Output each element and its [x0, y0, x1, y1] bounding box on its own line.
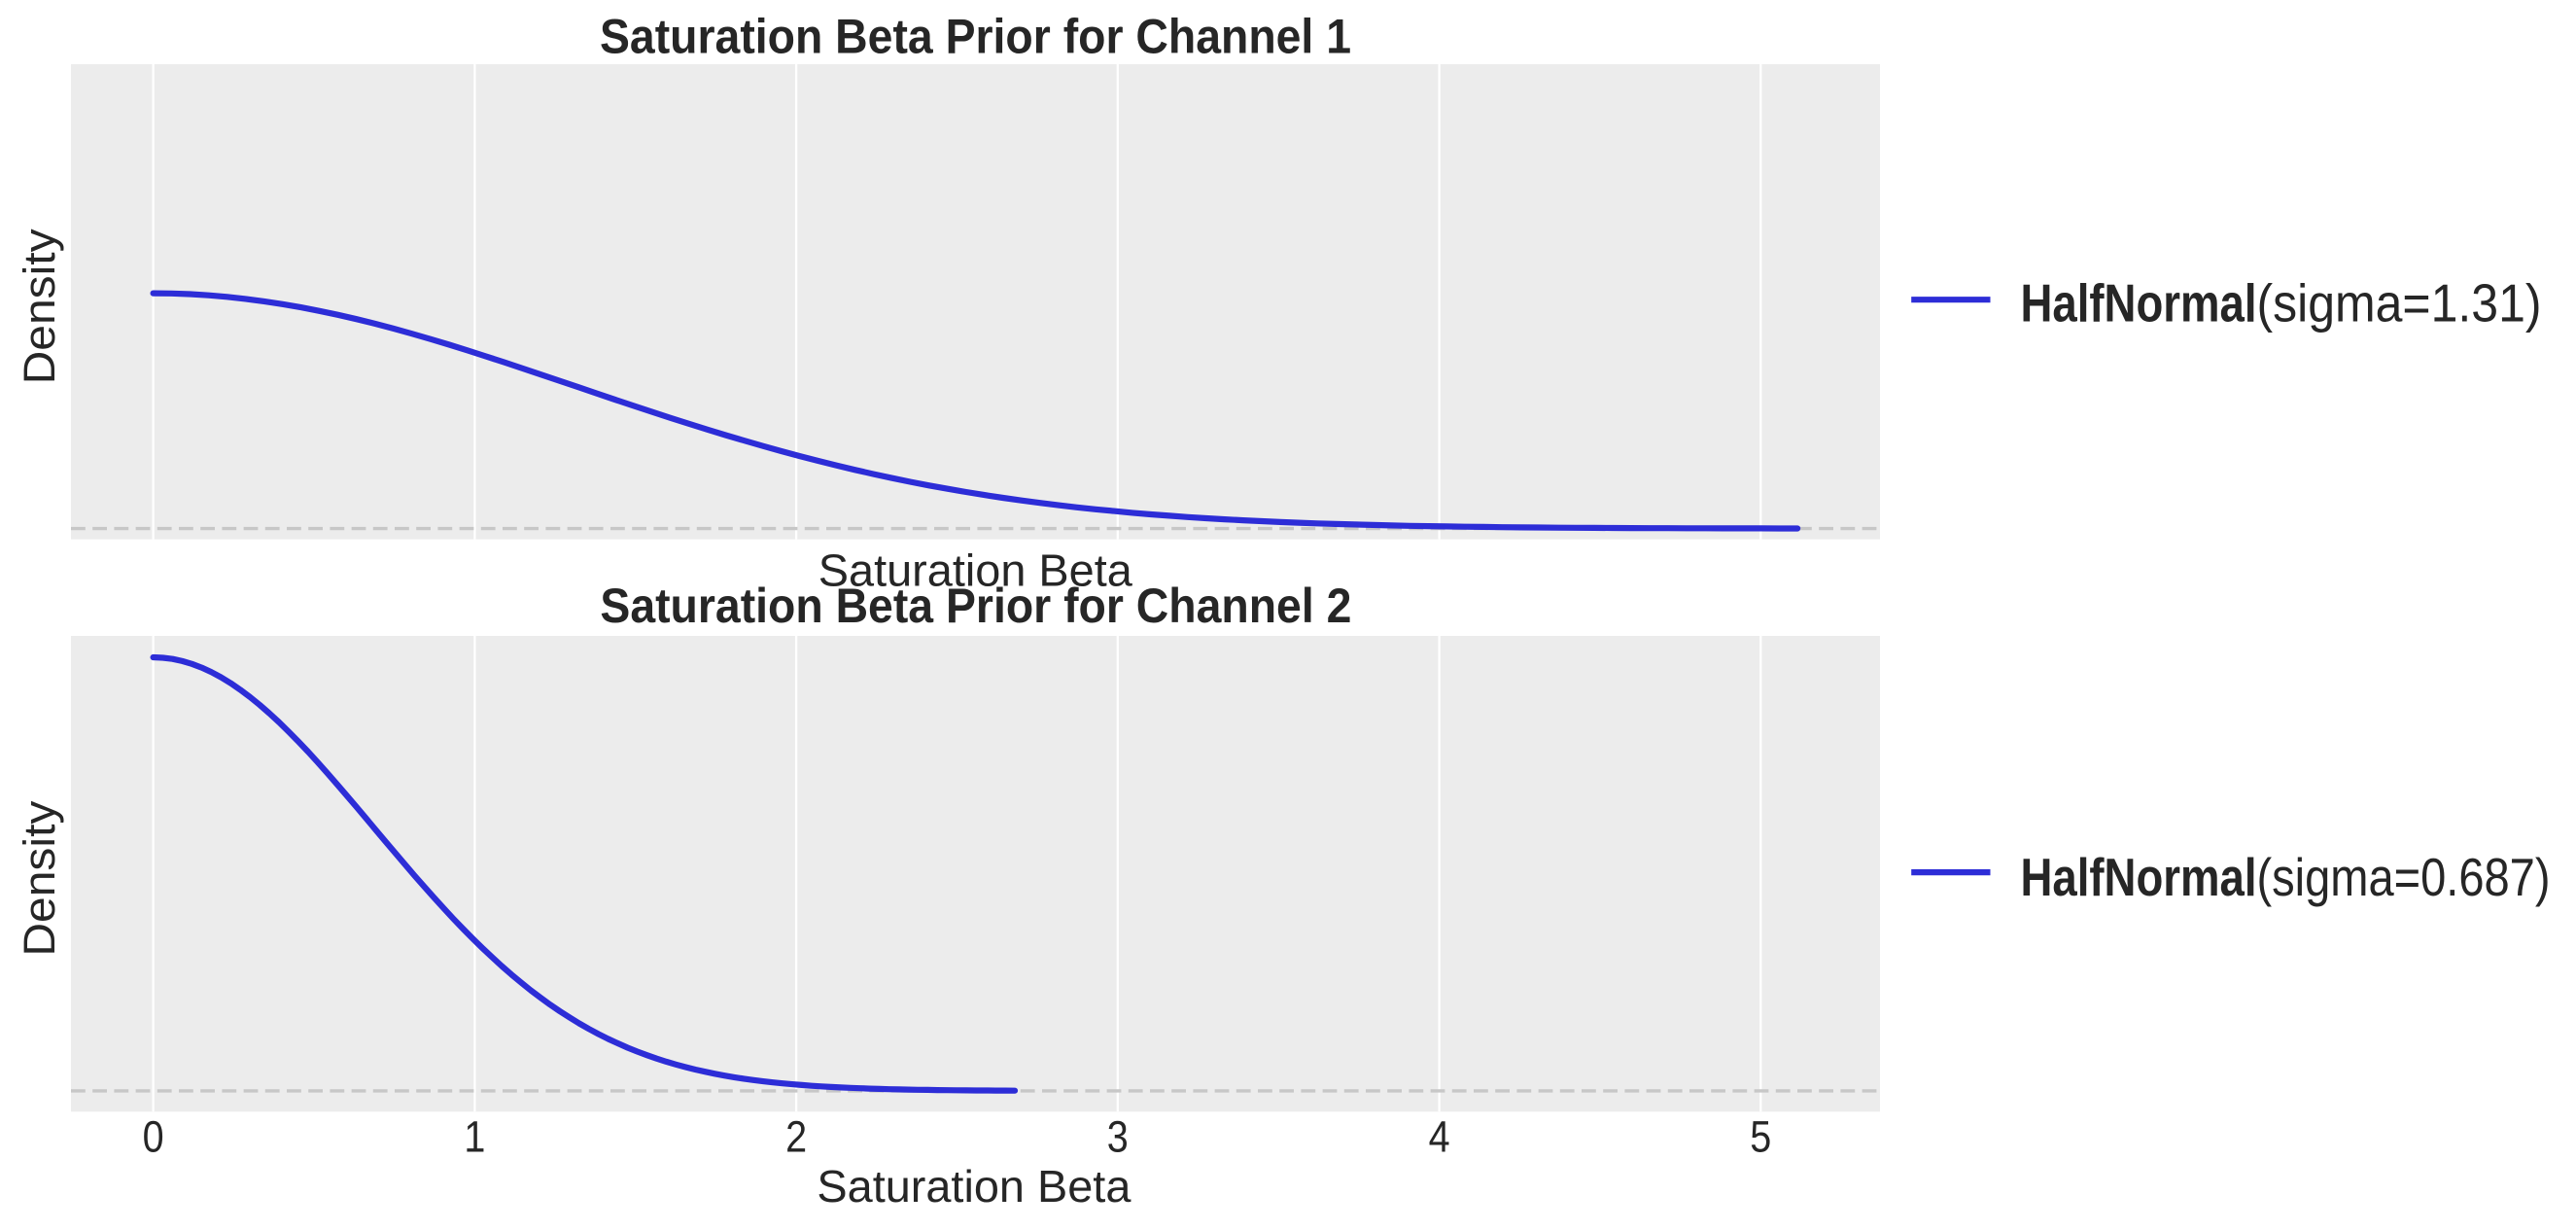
svg-text:Saturation Beta: Saturation Beta [817, 1161, 1131, 1212]
svg-text:(sigma=0.687): (sigma=0.687) [2257, 848, 2551, 907]
svg-text:Saturation Beta Prior for Chan: Saturation Beta Prior for Channel 1 [600, 10, 1351, 64]
svg-text:4: 4 [1429, 1112, 1450, 1162]
svg-text:HalfNormal: HalfNormal [2021, 848, 2257, 907]
svg-text:2: 2 [785, 1112, 807, 1162]
svg-text:HalfNormal: HalfNormal [2021, 274, 2257, 334]
svg-text:5: 5 [1750, 1112, 1771, 1162]
svg-text:(sigma=1.31): (sigma=1.31) [2257, 274, 2542, 334]
svg-text:Saturation Beta Prior for Chan: Saturation Beta Prior for Channel 2 [600, 579, 1351, 633]
svg-text:Saturation Beta: Saturation Beta [818, 545, 1132, 596]
svg-text:0: 0 [143, 1112, 164, 1162]
svg-text:1: 1 [464, 1112, 485, 1162]
svg-text:3: 3 [1107, 1112, 1129, 1162]
svg-text:Density: Density [15, 228, 64, 385]
svg-text:Density: Density [15, 800, 64, 957]
